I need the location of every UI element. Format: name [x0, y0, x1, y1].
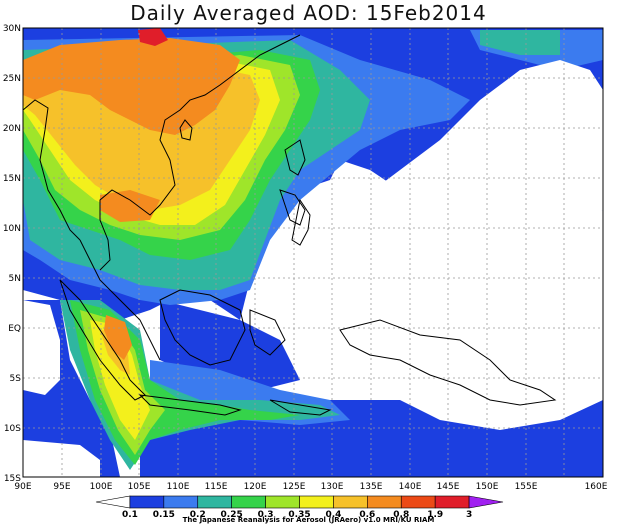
lat-label: 30N: [3, 24, 21, 34]
lon-label: 110E: [167, 482, 190, 492]
lat-label: 20N: [3, 124, 21, 134]
colorbar: 0.1 0.15 0.2 0.25 0.3 0.35 0.4 0.6 0.8 1.9 3: [95, 495, 504, 520]
colorbar-label: 0.2: [190, 510, 206, 520]
colorbar-swatch: [333, 495, 368, 509]
lat-label: 15S: [4, 474, 21, 484]
map-title: Daily Averaged AOD: 15Feb2014: [130, 1, 487, 25]
coastlines: [23, 34, 557, 416]
region-orange: [23, 38, 240, 135]
region-red: [138, 28, 168, 46]
lon-label: 130E: [321, 482, 344, 492]
lon-label: 145E: [437, 482, 460, 492]
region-orange-south: [104, 315, 132, 360]
lon-label: 135E: [360, 482, 383, 492]
colorbar-swatch: [299, 495, 334, 509]
lon-label: 95E: [53, 482, 70, 492]
colorbar-label: 3: [466, 510, 472, 520]
lon-label: 140E: [399, 482, 422, 492]
region-orange-mid: [100, 190, 160, 222]
lat-label: 25N: [3, 74, 21, 84]
lon-label: 150E: [476, 482, 499, 492]
lon-label: 105E: [128, 482, 151, 492]
lon-axis: 90E 95E 100E 105E 110E 115E 120E 125E 13…: [14, 482, 607, 492]
colorbar-label: 0.15: [153, 510, 175, 520]
colorbar-label: 0.3: [258, 510, 274, 520]
region-white-sw: [23, 440, 100, 477]
colorbar-swatch: [367, 495, 402, 509]
region-yellow-south: [90, 320, 150, 440]
colorbar-label: 0.1: [122, 510, 138, 520]
lat-label: 15N: [3, 174, 21, 184]
lat-label: 10S: [4, 424, 21, 434]
lon-label: 120E: [244, 482, 267, 492]
colorbar-swatch: [231, 495, 266, 509]
lon-label: 155E: [515, 482, 538, 492]
colorbar-swatch: [400, 495, 436, 509]
region-white-east: [330, 60, 603, 380]
colorbar-swatch: [129, 495, 165, 509]
colorbar-swatch: [197, 495, 232, 509]
lat-label: 5S: [10, 374, 22, 384]
lat-axis: 30N 25N 20N 15N 10N 5N EQ 5S 10S 15S: [3, 24, 21, 484]
colorbar-label: 0.8: [393, 510, 409, 520]
colorbar-swatch: [265, 495, 300, 509]
colorbar-swatch: [434, 495, 470, 509]
region-teal-east: [480, 30, 560, 55]
lon-label: 115E: [205, 482, 228, 492]
lon-label: 125E: [283, 482, 306, 492]
aod-field: [23, 28, 603, 477]
colorbar-label: 0.6: [359, 510, 375, 520]
credit-line: The Japanese Reanalysis for Aerosol (JRA…: [182, 516, 435, 524]
lat-label: 10N: [3, 224, 21, 234]
region-white-east2: [400, 290, 603, 390]
plot-frame: [22, 27, 604, 478]
lon-label: 100E: [90, 482, 113, 492]
lat-label: EQ: [8, 324, 21, 334]
colorbar-swatch: [468, 495, 504, 509]
lat-label: 5N: [9, 274, 21, 284]
colorbar-label: 1.9: [427, 510, 443, 520]
lon-label: 90E: [14, 482, 31, 492]
colorbar-swatch: [95, 495, 131, 509]
colorbar-label: 0.35: [288, 510, 310, 520]
colorbar-swatch: [163, 495, 199, 509]
colorbar-label: 0.25: [221, 510, 243, 520]
lon-label: 160E: [585, 482, 608, 492]
region-white-west: [23, 300, 60, 395]
colorbar-label: 0.4: [325, 510, 341, 520]
grid: [23, 28, 603, 477]
